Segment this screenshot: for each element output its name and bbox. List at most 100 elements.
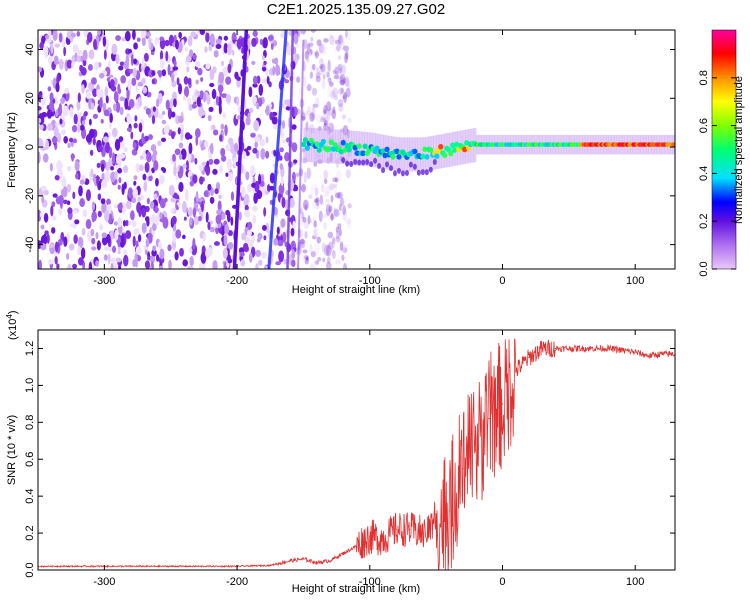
noise-speckle (51, 215, 57, 221)
noise-speckle (252, 214, 257, 224)
noise-speckle (222, 112, 227, 119)
noise-speckle (42, 153, 49, 163)
noise-speckle (97, 193, 102, 201)
signal-halo (428, 136, 432, 171)
noise-speckle (292, 46, 297, 55)
noise-speckle (208, 106, 214, 112)
noise-speckle (330, 214, 335, 221)
noise-speckle (327, 231, 334, 239)
noise-speckle (241, 232, 247, 241)
signal-tail (345, 160, 350, 167)
noise-speckle (251, 37, 257, 47)
noise-speckle (132, 67, 137, 78)
noise-speckle (108, 246, 112, 252)
signal-halo (385, 135, 389, 170)
noise-speckle (281, 196, 286, 209)
noise-speckle (326, 71, 330, 78)
noise-speckle (142, 173, 147, 181)
figure-title: C2E1.2025.135.09.27.G02 (267, 1, 445, 18)
noise-speckle (220, 123, 225, 130)
noise-speckle (244, 204, 249, 211)
noise-speckle (323, 169, 328, 180)
noise-speckle (322, 257, 326, 263)
noise-speckle (155, 214, 160, 226)
noise-speckle (347, 203, 352, 209)
noise-speckle (46, 233, 50, 244)
signal-halo (361, 131, 365, 166)
noise-speckle (279, 147, 284, 153)
noise-speckle (281, 103, 287, 109)
snr-data-point (316, 562, 318, 564)
noise-speckle (187, 77, 192, 86)
noise-speckle (59, 118, 63, 125)
noise-speckle (48, 101, 55, 111)
noise-speckle (134, 115, 138, 122)
noise-speckle (42, 233, 48, 246)
noise-speckle (178, 153, 183, 160)
noise-speckle (118, 136, 124, 143)
signal-blob (424, 154, 430, 160)
noise-speckle (106, 198, 111, 206)
noise-speckle (135, 162, 141, 173)
noise-speckle (141, 207, 147, 218)
noise-speckle (324, 186, 330, 197)
noise-speckle (159, 248, 165, 260)
noise-speckle (51, 136, 58, 144)
noise-speckle (80, 247, 86, 260)
noise-speckle (323, 111, 330, 120)
noise-speckle (123, 60, 129, 70)
noise-speckle (343, 262, 348, 269)
noise-speckle (103, 109, 110, 117)
noise-speckle (90, 77, 97, 85)
snr-data-point (422, 532, 424, 534)
y-tick-label: 0.0 (24, 562, 36, 577)
noise-speckle (225, 172, 229, 177)
noise-speckle (113, 221, 118, 226)
signal-blob (448, 150, 454, 157)
noise-speckle (319, 117, 325, 123)
noise-speckle (115, 153, 122, 165)
snr-data-point (170, 565, 172, 567)
noise-speckle (311, 106, 316, 119)
noise-speckle (251, 60, 256, 65)
signal-blob (354, 150, 360, 156)
noise-speckle (138, 164, 144, 172)
noise-speckle (139, 155, 144, 160)
noise-speckle (114, 139, 121, 151)
noise-speckle (205, 248, 211, 259)
y-tick-label: 40 (24, 43, 36, 55)
noise-speckle (308, 170, 312, 177)
noise-speckle (131, 220, 136, 226)
noise-speckle (133, 122, 138, 129)
noise-speckle (323, 190, 330, 198)
noise-speckle (71, 153, 74, 162)
snr-x-axis-label: Height of straight line (km) (292, 583, 420, 595)
noise-speckle (189, 49, 194, 58)
noise-speckle (320, 184, 326, 193)
noise-speckle (334, 65, 339, 72)
noise-speckle (227, 258, 233, 264)
noise-speckle (112, 152, 116, 164)
noise-speckle (115, 164, 119, 171)
noise-speckle (114, 171, 118, 180)
noise-speckle (105, 39, 109, 52)
noise-speckle (200, 111, 206, 116)
noise-speckle (339, 73, 346, 86)
noise-speckle (328, 107, 334, 116)
spectral-streak (286, 30, 295, 269)
noise-speckle (105, 95, 109, 104)
noise-speckle (336, 65, 342, 77)
noise-speckle (109, 79, 115, 88)
noise-speckle (273, 149, 277, 157)
noise-speckle (250, 132, 256, 138)
noise-speckle (245, 171, 250, 181)
noise-speckle (159, 38, 166, 50)
noise-speckle (308, 219, 312, 224)
noise-speckle (296, 76, 301, 83)
noise-speckle (300, 183, 307, 193)
noise-speckle (325, 115, 329, 127)
noise-speckle (219, 134, 223, 142)
noise-speckle (199, 176, 204, 185)
noise-speckle (322, 73, 326, 80)
noise-speckle (167, 244, 172, 252)
